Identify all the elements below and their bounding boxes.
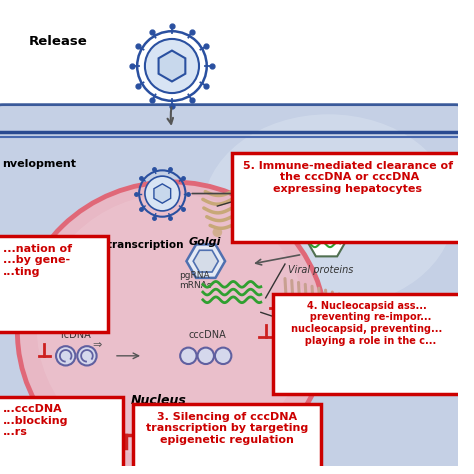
FancyBboxPatch shape <box>133 404 321 471</box>
Text: HBsAg: HBsAg <box>246 179 278 189</box>
FancyBboxPatch shape <box>0 397 123 471</box>
Circle shape <box>77 346 97 365</box>
Text: nvelopment: nvelopment <box>2 159 76 169</box>
Circle shape <box>145 39 199 93</box>
Text: ...cccDNA
...blocking
...rs: ...cccDNA ...blocking ...rs <box>3 404 68 438</box>
Ellipse shape <box>36 194 307 460</box>
FancyBboxPatch shape <box>232 153 463 242</box>
Text: Golgi: Golgi <box>188 237 221 247</box>
Text: 5. Immune-mediated clearance of
 the cccDNA or cccDNA
expressing hepatocytes: 5. Immune-mediated clearance of the cccD… <box>243 161 453 194</box>
Text: g: g <box>5 261 13 271</box>
Text: ...nation of
...by gene-
...ting: ...nation of ...by gene- ...ting <box>3 244 72 277</box>
Text: pgRNA
mRNAs: pgRNA mRNAs <box>179 271 211 290</box>
Circle shape <box>145 176 180 211</box>
FancyBboxPatch shape <box>0 236 108 332</box>
Circle shape <box>215 347 231 364</box>
Text: 3. Silencing of cccDNA
transcription by targeting
epigenetic regulation: 3. Silencing of cccDNA transcription by … <box>146 412 308 445</box>
Text: Viral proteins: Viral proteins <box>288 265 353 275</box>
Circle shape <box>198 347 214 364</box>
Ellipse shape <box>203 114 454 308</box>
FancyBboxPatch shape <box>273 294 461 394</box>
Polygon shape <box>0 8 458 134</box>
Ellipse shape <box>18 182 327 474</box>
Circle shape <box>212 228 222 237</box>
Text: ⇒: ⇒ <box>93 340 102 350</box>
Text: rcDNA: rcDNA <box>60 330 91 340</box>
Text: Nucleus: Nucleus <box>130 394 186 407</box>
Text: Nucleocapsids: Nucleocapsids <box>271 210 341 220</box>
Text: Reverse transcription: Reverse transcription <box>56 240 183 250</box>
Text: Release: Release <box>29 35 88 48</box>
Text: 4. Nucleocapsid ass...
  preventing re-impor...
nucleocapsid, preventing...
  pl: 4. Nucleocapsid ass... preventing re-imp… <box>292 301 443 346</box>
Circle shape <box>180 347 197 364</box>
Circle shape <box>56 346 75 365</box>
FancyBboxPatch shape <box>0 105 473 474</box>
Text: cccDNA: cccDNA <box>188 330 226 340</box>
